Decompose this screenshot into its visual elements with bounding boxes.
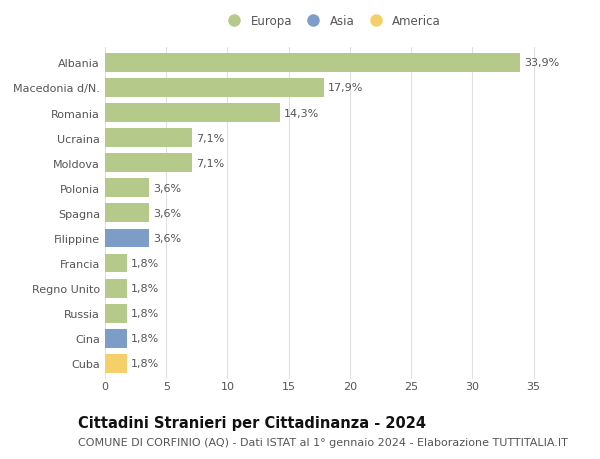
Bar xyxy=(105,79,324,98)
Text: COMUNE DI CORFINIO (AQ) - Dati ISTAT al 1° gennaio 2024 - Elaborazione TUTTITALI: COMUNE DI CORFINIO (AQ) - Dati ISTAT al … xyxy=(78,437,568,447)
Bar xyxy=(105,279,127,298)
Legend: Europa, Asia, America: Europa, Asia, America xyxy=(218,11,445,31)
Text: 3,6%: 3,6% xyxy=(153,208,181,218)
Text: 1,8%: 1,8% xyxy=(131,308,159,319)
Bar xyxy=(105,229,149,248)
Bar xyxy=(105,129,192,148)
Bar xyxy=(105,254,127,273)
Text: Cittadini Stranieri per Cittadinanza - 2024: Cittadini Stranieri per Cittadinanza - 2… xyxy=(78,415,426,431)
Bar xyxy=(105,304,127,323)
Bar xyxy=(105,329,127,348)
Bar xyxy=(105,179,149,198)
Text: 1,8%: 1,8% xyxy=(131,284,159,294)
Bar xyxy=(105,354,127,373)
Text: 3,6%: 3,6% xyxy=(153,184,181,193)
Text: 1,8%: 1,8% xyxy=(131,334,159,344)
Text: 1,8%: 1,8% xyxy=(131,358,159,369)
Bar xyxy=(105,204,149,223)
Text: 1,8%: 1,8% xyxy=(131,258,159,269)
Text: 14,3%: 14,3% xyxy=(284,108,319,118)
Bar xyxy=(105,54,520,73)
Text: 3,6%: 3,6% xyxy=(153,234,181,243)
Text: 17,9%: 17,9% xyxy=(328,83,363,93)
Text: 7,1%: 7,1% xyxy=(196,133,224,143)
Text: 33,9%: 33,9% xyxy=(524,58,559,68)
Bar xyxy=(105,154,192,173)
Bar xyxy=(105,104,280,123)
Text: 7,1%: 7,1% xyxy=(196,158,224,168)
